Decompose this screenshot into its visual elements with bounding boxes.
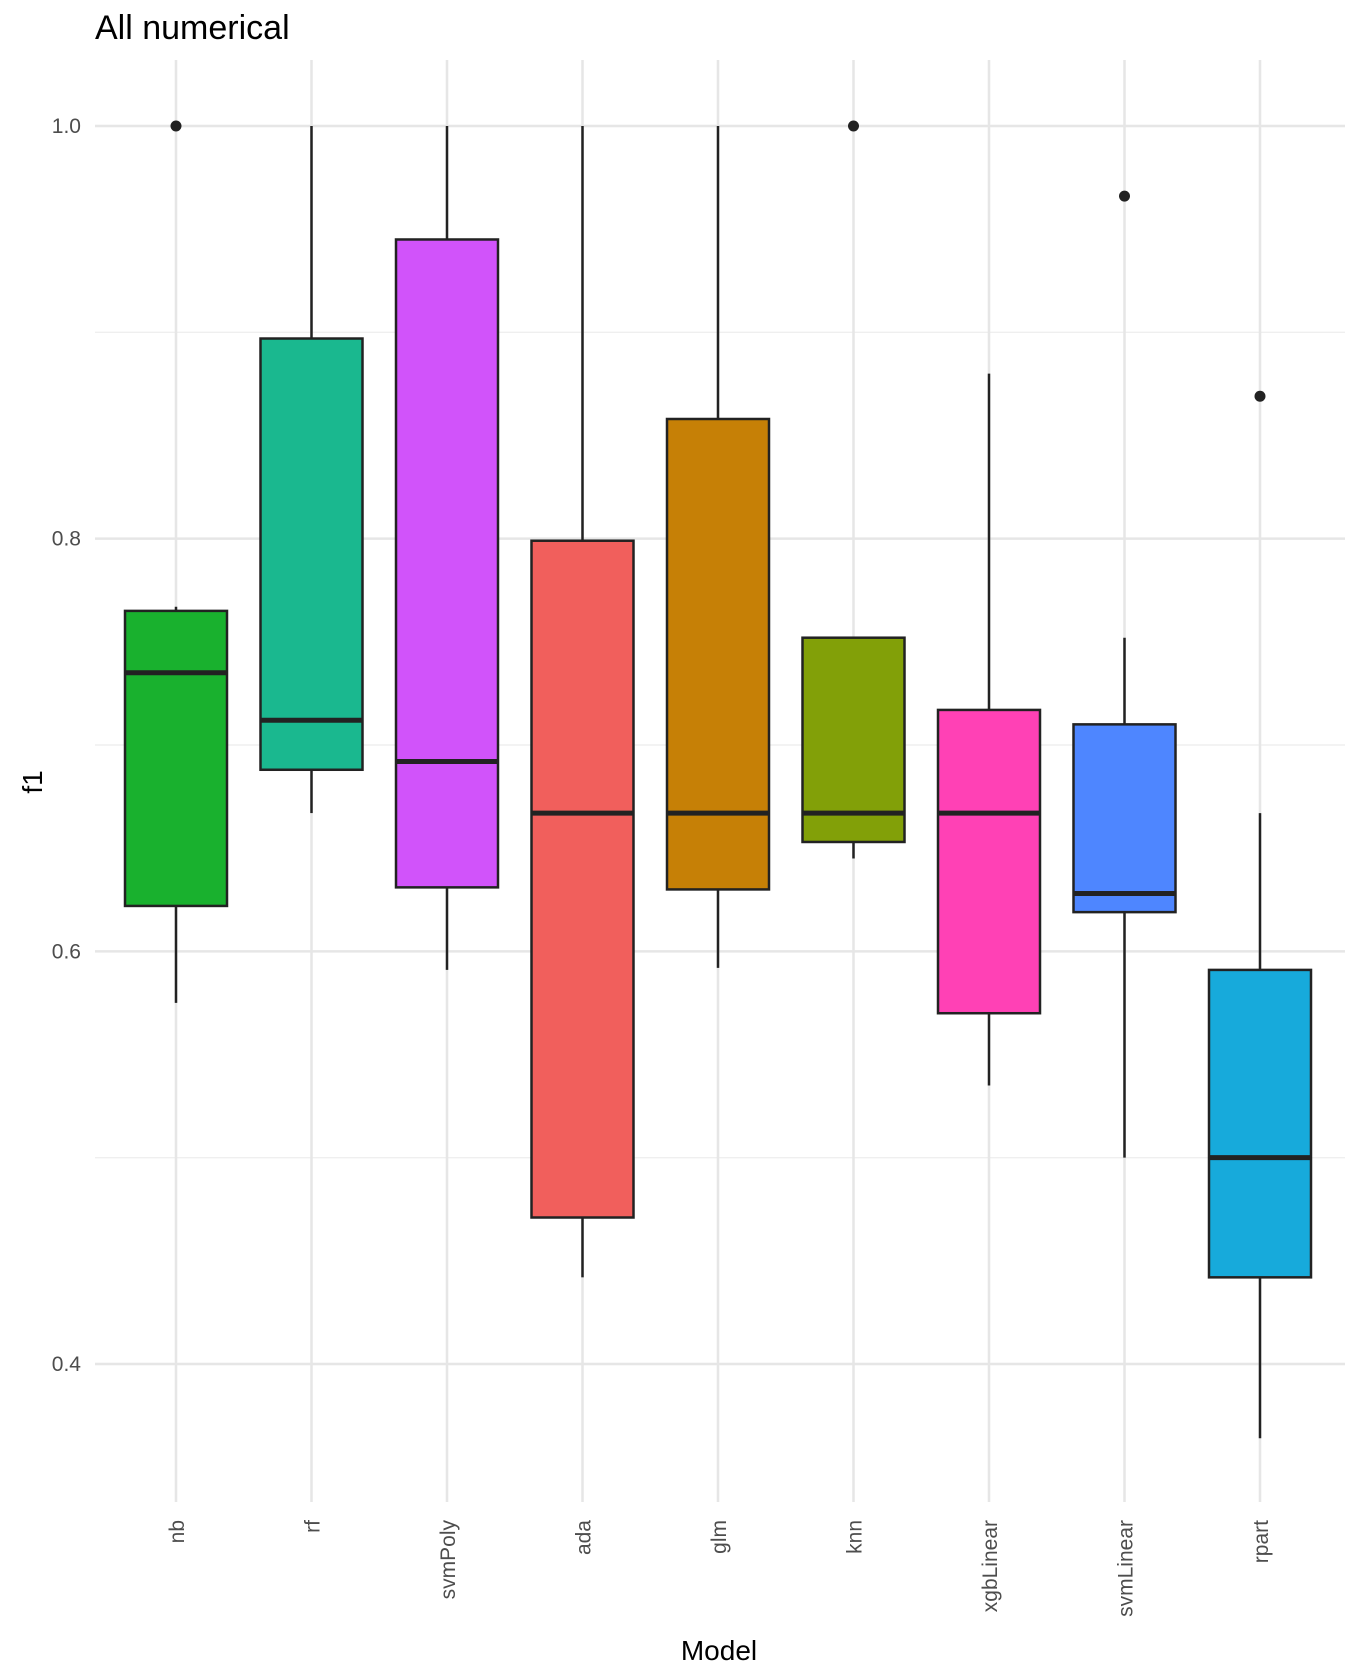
box-rpart — [1207, 390, 1313, 1439]
box-svmLinear — [1072, 190, 1177, 1158]
box-rf — [259, 126, 364, 814]
box-body — [259, 337, 364, 772]
box-body — [1207, 968, 1313, 1279]
x-tick-label: rf — [302, 1520, 325, 1533]
box-body — [801, 636, 906, 844]
x-tick-label: svmLinear — [1115, 1520, 1138, 1617]
outlier-point — [170, 120, 182, 132]
box-group — [123, 120, 1313, 1439]
box-nb — [123, 120, 229, 1003]
box-body — [123, 609, 229, 908]
x-tick-label: glm — [708, 1520, 731, 1554]
y-tick-label: 0.6 — [52, 940, 81, 963]
box-body — [665, 417, 771, 891]
x-tick-label: knn — [844, 1520, 867, 1554]
box-svmPoly — [394, 126, 500, 970]
box-body — [936, 708, 1042, 1015]
box-body — [1072, 723, 1177, 914]
x-tick-label: nb — [166, 1520, 189, 1543]
x-axis-ticks: nb rf svmPoly ada glm knn xgbLinear svmLinear rp… — [166, 1520, 1273, 1617]
x-tick-label: ada — [573, 1520, 596, 1555]
x-tick-label: rpart — [1250, 1520, 1273, 1563]
y-tick-label: 0.8 — [52, 528, 81, 551]
y-axis-ticks: 0.4 0.6 0.8 1.0 — [52, 115, 82, 1376]
outlier-point — [1119, 190, 1130, 202]
box-ada — [530, 126, 635, 1278]
y-axis-title: f1 — [17, 770, 48, 793]
outlier-point — [848, 120, 859, 132]
chart-title: All numerical — [95, 9, 290, 47]
box-glm — [665, 126, 771, 968]
outlier-point — [1254, 390, 1266, 402]
y-tick-label: 0.4 — [52, 1353, 82, 1376]
box-xgbLinear — [936, 373, 1042, 1086]
box-knn — [801, 120, 906, 859]
box-body — [394, 238, 500, 889]
y-tick-label: 1.0 — [52, 115, 81, 138]
x-axis-title: Model — [681, 1635, 757, 1666]
x-tick-label: svmPoly — [437, 1520, 460, 1600]
x-tick-label: xgbLinear — [979, 1520, 1002, 1612]
box-body — [530, 539, 635, 1219]
